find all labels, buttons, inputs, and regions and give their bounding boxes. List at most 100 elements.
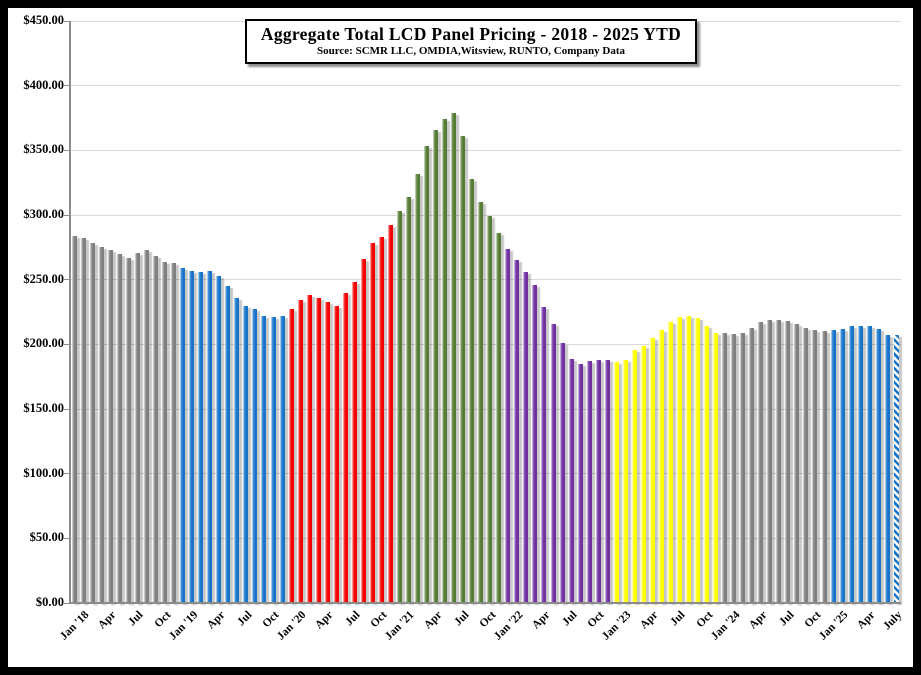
bar (631, 349, 637, 603)
bar (487, 216, 493, 603)
bar (135, 252, 141, 603)
bar (640, 345, 646, 603)
bar (595, 359, 601, 603)
title-box: Aggregate Total LCD Panel Pricing - 2018… (245, 19, 697, 64)
bar (568, 358, 574, 603)
gridline (70, 408, 901, 410)
bar (433, 129, 439, 603)
bar (180, 268, 186, 603)
y-axis-label: $250.00 (23, 271, 64, 286)
bar (812, 330, 818, 603)
bar (451, 112, 457, 603)
bar (198, 271, 204, 603)
bar (342, 292, 348, 603)
bar (333, 305, 339, 603)
bar (559, 343, 565, 603)
y-axis-label: $300.00 (23, 207, 64, 221)
bar (740, 332, 746, 603)
y-axis-label: $400.00 (23, 77, 64, 92)
gridline (70, 279, 901, 281)
gridline (70, 85, 901, 87)
bar (107, 249, 113, 603)
bar (767, 319, 773, 603)
bar (396, 211, 402, 603)
bar (424, 146, 430, 603)
bar (731, 333, 737, 603)
y-axis-label: $0.00 (35, 595, 64, 609)
y-axis-tick (64, 85, 70, 87)
y-axis-tick (64, 408, 70, 410)
bar (469, 178, 475, 603)
gridline (70, 473, 901, 475)
bar (713, 332, 719, 603)
bar (686, 315, 692, 603)
bar (270, 317, 276, 603)
bar (306, 295, 312, 603)
bar (207, 270, 213, 603)
y-axis-label: $150.00 (23, 401, 64, 415)
bar (794, 323, 800, 603)
bar (225, 286, 231, 603)
bar (613, 362, 619, 603)
bar (667, 322, 673, 603)
bar (695, 318, 701, 603)
y-axis-tick (64, 20, 70, 22)
chart-title: Aggregate Total LCD Panel Pricing - 2018… (260, 24, 682, 44)
bar (125, 257, 131, 603)
bar (803, 327, 809, 603)
bar-estimate (893, 335, 899, 603)
bar (360, 258, 366, 603)
bar (839, 328, 845, 603)
bar (189, 270, 195, 603)
bar (785, 321, 791, 603)
y-axis-label: $350.00 (23, 142, 64, 157)
bar (821, 331, 827, 603)
bar (144, 249, 150, 603)
bar (523, 271, 529, 603)
bar (496, 233, 502, 603)
bar (875, 328, 881, 603)
bar (162, 261, 168, 603)
bar (776, 319, 782, 603)
bar (415, 173, 421, 603)
bar (704, 326, 710, 603)
bar (216, 275, 222, 603)
bar (234, 297, 240, 603)
bar (171, 262, 177, 603)
bar (586, 361, 592, 603)
bar (649, 337, 655, 603)
bar (884, 335, 890, 603)
y-axis-label: $200.00 (23, 336, 64, 351)
bar (541, 306, 547, 603)
bar (577, 363, 583, 603)
y-axis-tick (64, 473, 70, 475)
bar (387, 225, 393, 603)
gridline (70, 343, 901, 345)
y-axis-tick (64, 214, 70, 216)
bar (261, 315, 267, 603)
bar (460, 136, 466, 603)
bar (478, 202, 484, 603)
bar (848, 326, 854, 603)
y-axis-line (69, 21, 71, 603)
chart-source: Source: SCMR LLC, OMDIA,Witsview, RUNTO,… (316, 45, 625, 57)
bar (243, 305, 249, 603)
bar (406, 196, 411, 603)
bar (676, 317, 682, 603)
bar (116, 253, 122, 603)
bar (351, 282, 357, 603)
bar (369, 243, 375, 603)
y-axis-tick (64, 602, 70, 604)
bar (658, 330, 664, 603)
bar (749, 327, 755, 603)
y-axis-tick (64, 149, 70, 151)
bar (279, 315, 285, 603)
gridline (70, 214, 901, 216)
bar (98, 247, 104, 603)
bar (80, 238, 86, 603)
bar (89, 243, 95, 603)
y-axis-tick (64, 279, 70, 281)
bar (722, 332, 728, 603)
y-axis-tick (64, 343, 70, 345)
